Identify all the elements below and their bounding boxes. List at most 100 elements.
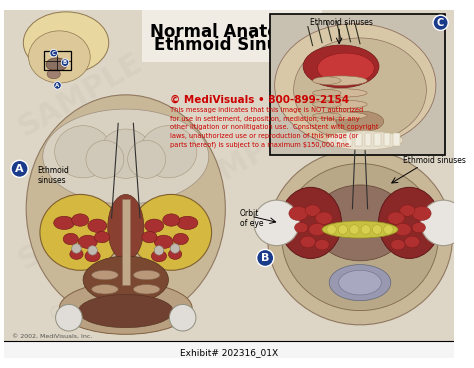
Ellipse shape: [336, 111, 384, 132]
Text: B: B: [261, 253, 269, 263]
Text: C: C: [437, 18, 444, 28]
Ellipse shape: [315, 100, 367, 109]
Ellipse shape: [173, 233, 188, 245]
Text: SAMPLE: SAMPLE: [298, 57, 432, 152]
Ellipse shape: [91, 270, 118, 280]
Circle shape: [327, 225, 336, 234]
Bar: [142, 10, 322, 62]
Ellipse shape: [317, 53, 374, 84]
Ellipse shape: [70, 249, 83, 259]
Text: SAMPLE: SAMPLE: [13, 180, 147, 275]
Text: Exhibit# 202316_01X: Exhibit# 202316_01X: [180, 348, 278, 357]
Ellipse shape: [133, 284, 160, 294]
Ellipse shape: [88, 219, 107, 232]
Ellipse shape: [145, 219, 164, 232]
Circle shape: [170, 244, 180, 253]
Text: SAMPLE: SAMPLE: [174, 114, 309, 208]
Circle shape: [384, 225, 393, 234]
Ellipse shape: [303, 45, 379, 88]
Text: Copyright: Copyright: [85, 141, 170, 201]
Ellipse shape: [94, 231, 109, 243]
Circle shape: [11, 160, 28, 177]
Bar: [336, 133, 343, 146]
Ellipse shape: [177, 216, 198, 230]
Ellipse shape: [128, 140, 165, 178]
Ellipse shape: [379, 187, 440, 258]
Ellipse shape: [86, 140, 124, 178]
Ellipse shape: [312, 113, 341, 118]
Text: Ethmoid sinuses: Ethmoid sinuses: [310, 18, 373, 27]
Ellipse shape: [400, 205, 415, 216]
Ellipse shape: [140, 126, 197, 178]
Ellipse shape: [405, 236, 420, 248]
Ellipse shape: [282, 164, 438, 311]
Ellipse shape: [312, 101, 341, 108]
Ellipse shape: [26, 95, 225, 322]
Circle shape: [50, 49, 57, 57]
Ellipse shape: [54, 216, 74, 230]
Ellipse shape: [329, 265, 391, 301]
Circle shape: [338, 225, 347, 234]
Circle shape: [421, 200, 466, 246]
Text: SAMPLE: SAMPLE: [298, 199, 432, 294]
Circle shape: [373, 225, 382, 234]
Ellipse shape: [300, 236, 315, 248]
Ellipse shape: [142, 231, 157, 243]
Circle shape: [55, 304, 82, 331]
Circle shape: [54, 82, 61, 89]
Ellipse shape: [315, 76, 367, 85]
Bar: [44, 51, 71, 70]
Text: SAMPLE: SAMPLE: [13, 48, 147, 142]
Ellipse shape: [46, 58, 67, 71]
Ellipse shape: [100, 129, 152, 178]
Ellipse shape: [309, 223, 326, 236]
Ellipse shape: [40, 194, 120, 270]
Text: A: A: [15, 164, 24, 174]
Ellipse shape: [63, 233, 78, 245]
Ellipse shape: [78, 294, 173, 328]
Text: Copyright: Copyright: [47, 264, 132, 324]
Circle shape: [88, 246, 97, 255]
Ellipse shape: [85, 250, 100, 262]
Ellipse shape: [315, 240, 329, 250]
Bar: [384, 133, 391, 146]
Ellipse shape: [168, 249, 182, 259]
Ellipse shape: [338, 270, 382, 295]
Ellipse shape: [43, 109, 209, 204]
Bar: [122, 199, 129, 284]
Circle shape: [72, 244, 81, 253]
Ellipse shape: [394, 223, 411, 236]
Ellipse shape: [280, 187, 341, 258]
Ellipse shape: [131, 194, 211, 270]
Text: This message indicates that this image is NOT authorized
for use in settlement, : This message indicates that this image i…: [170, 107, 379, 148]
Ellipse shape: [133, 270, 160, 280]
Text: © 2002, MediVisuals, Inc.: © 2002, MediVisuals, Inc.: [12, 334, 92, 339]
Ellipse shape: [163, 214, 180, 226]
Ellipse shape: [108, 194, 144, 261]
Text: Copyright: Copyright: [313, 264, 398, 324]
Ellipse shape: [322, 221, 398, 238]
Circle shape: [361, 225, 371, 234]
Bar: [346, 133, 353, 146]
Ellipse shape: [274, 24, 436, 147]
Text: © MediVisuals • 800-899-2154: © MediVisuals • 800-899-2154: [170, 95, 349, 105]
Bar: [356, 133, 362, 146]
Ellipse shape: [293, 38, 427, 142]
Ellipse shape: [91, 284, 118, 294]
Ellipse shape: [83, 256, 168, 304]
Ellipse shape: [391, 240, 405, 250]
Ellipse shape: [28, 31, 90, 83]
Bar: [4, 342, 454, 358]
Text: Ethmoid
sinuses: Ethmoid sinuses: [37, 166, 70, 185]
Ellipse shape: [294, 222, 308, 233]
Ellipse shape: [315, 112, 367, 120]
Text: Ethmoid sinuses: Ethmoid sinuses: [403, 156, 465, 166]
Circle shape: [154, 246, 164, 255]
Circle shape: [254, 200, 299, 246]
Ellipse shape: [151, 250, 166, 262]
Ellipse shape: [154, 235, 173, 248]
Ellipse shape: [72, 214, 89, 226]
Text: C: C: [52, 51, 56, 56]
Text: Orbit
of eye: Orbit of eye: [239, 209, 263, 228]
Ellipse shape: [55, 126, 111, 178]
